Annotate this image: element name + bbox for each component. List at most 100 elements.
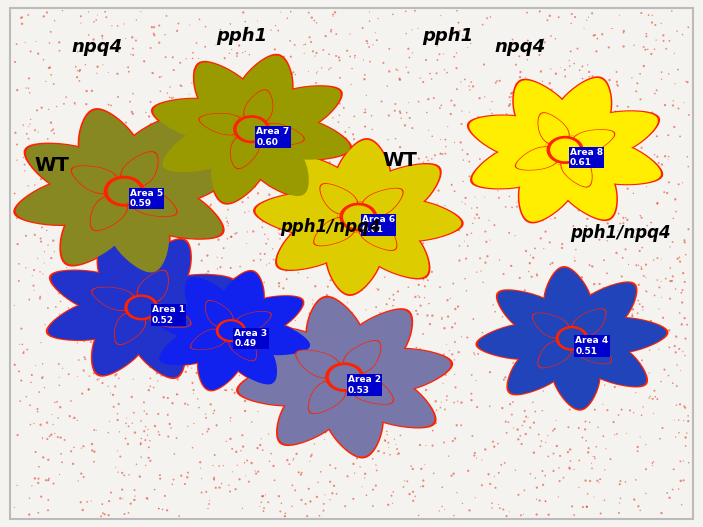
Point [570, 284, 581, 292]
Point [340, 134, 352, 142]
Point [594, 108, 605, 116]
Point [230, 485, 241, 493]
Point [41, 147, 53, 155]
Point [65, 447, 77, 455]
Point [255, 256, 266, 264]
Point [188, 386, 199, 394]
Point [584, 418, 595, 426]
Point [188, 66, 200, 74]
Point [342, 421, 354, 429]
Point [654, 283, 665, 291]
Point [108, 391, 119, 399]
Point [628, 495, 640, 504]
Polygon shape [121, 187, 147, 204]
Point [275, 330, 286, 339]
Point [564, 463, 575, 472]
Point [145, 382, 156, 391]
Point [165, 261, 176, 270]
Point [110, 382, 121, 391]
Point [225, 414, 236, 422]
Polygon shape [563, 145, 586, 160]
Point [378, 449, 389, 457]
Point [164, 93, 175, 102]
Point [633, 296, 644, 305]
Circle shape [560, 329, 584, 348]
Point [438, 350, 449, 359]
Point [410, 292, 421, 301]
Point [345, 201, 356, 209]
Point [377, 250, 388, 258]
Point [382, 250, 394, 258]
Point [89, 247, 101, 255]
Point [48, 420, 59, 428]
Point [100, 7, 111, 16]
Point [640, 45, 651, 54]
Point [264, 369, 276, 378]
Polygon shape [544, 145, 568, 161]
Point [112, 447, 123, 455]
Point [112, 70, 123, 78]
Polygon shape [77, 108, 142, 178]
Point [510, 231, 521, 240]
Point [273, 209, 285, 217]
Point [447, 27, 458, 35]
Point [333, 53, 344, 62]
Point [394, 75, 406, 84]
Polygon shape [96, 236, 152, 296]
Point [346, 180, 357, 189]
Point [356, 483, 368, 491]
Point [83, 8, 94, 16]
Polygon shape [236, 362, 326, 406]
Polygon shape [51, 270, 126, 311]
Point [475, 267, 486, 275]
Point [236, 446, 247, 455]
Point [330, 464, 341, 473]
Polygon shape [276, 385, 346, 446]
Point [27, 271, 38, 280]
Point [651, 132, 662, 141]
Point [638, 375, 650, 383]
Point [497, 313, 508, 321]
Point [630, 388, 641, 397]
Point [523, 198, 534, 206]
Point [203, 425, 214, 433]
Polygon shape [107, 189, 130, 208]
Point [508, 398, 519, 406]
Point [138, 156, 150, 164]
Point [318, 435, 330, 444]
Point [529, 122, 541, 131]
Point [344, 123, 355, 132]
Polygon shape [246, 127, 267, 145]
Point [678, 476, 689, 484]
Point [538, 44, 549, 52]
Point [579, 79, 591, 87]
Point [496, 302, 508, 310]
Point [30, 37, 41, 46]
Point [172, 27, 183, 35]
Point [18, 349, 29, 357]
Point [671, 382, 683, 391]
Polygon shape [278, 387, 344, 444]
Point [430, 151, 441, 160]
Point [160, 212, 171, 221]
Point [571, 291, 582, 300]
Point [120, 419, 131, 427]
Point [618, 28, 629, 37]
Point [295, 391, 307, 399]
Point [333, 135, 344, 143]
Polygon shape [226, 329, 244, 343]
Point [70, 212, 81, 220]
Point [399, 227, 411, 235]
Point [179, 256, 190, 265]
Point [114, 427, 125, 436]
Point [338, 278, 349, 286]
Point [464, 158, 475, 166]
Point [508, 359, 519, 367]
Point [238, 96, 249, 105]
Point [546, 358, 557, 366]
Point [412, 291, 423, 300]
Point [564, 464, 575, 473]
Point [467, 82, 479, 91]
Point [512, 435, 524, 444]
Point [289, 377, 300, 385]
